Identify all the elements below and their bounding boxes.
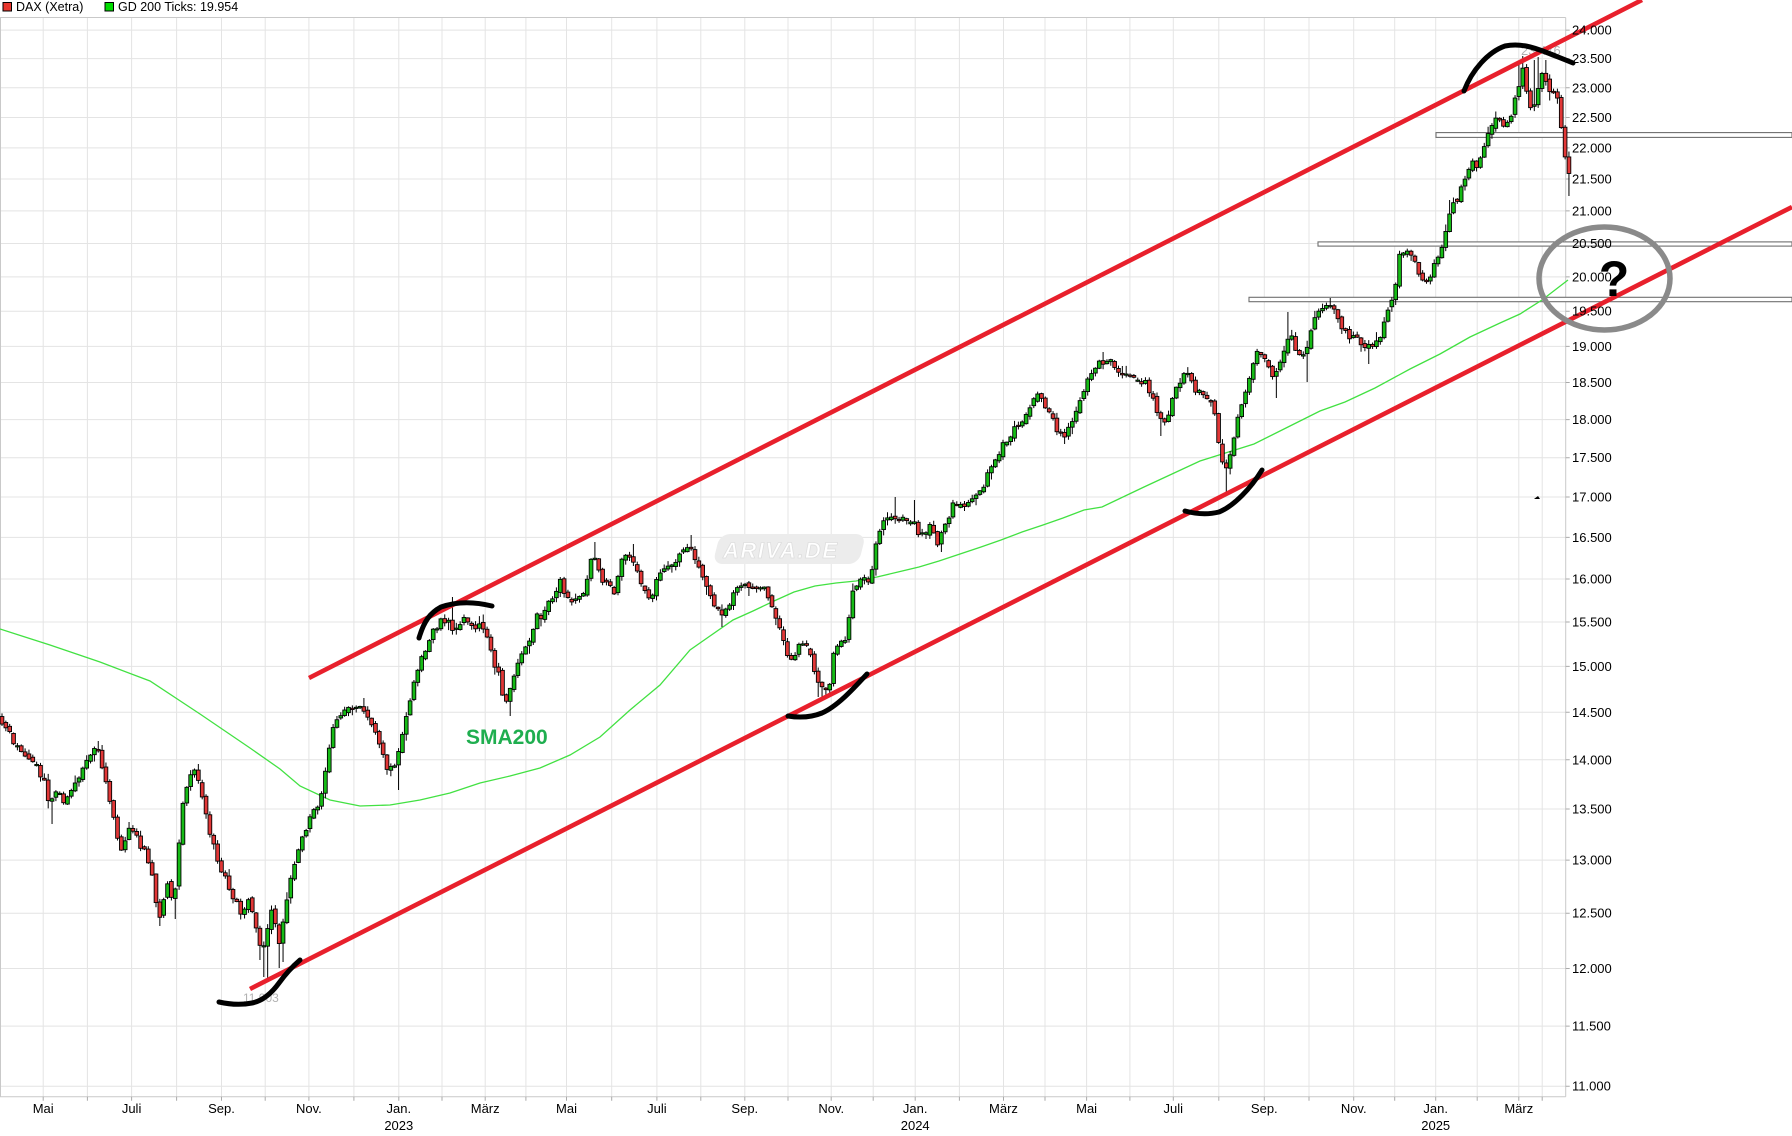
svg-text:23.000: 23.000 — [1572, 80, 1612, 95]
svg-text:GD 200 Ticks: 19.954: GD 200 Ticks: 19.954 — [118, 0, 238, 14]
svg-text:15.500: 15.500 — [1572, 615, 1612, 630]
svg-text:22.000: 22.000 — [1572, 140, 1612, 155]
svg-text:ARIVA.DE: ARIVA.DE — [722, 538, 839, 563]
svg-text:2025: 2025 — [1421, 1118, 1450, 1133]
svg-text:11.000: 11.000 — [1572, 1079, 1611, 1094]
svg-text:Mai: Mai — [556, 1101, 577, 1116]
svg-text:23.500: 23.500 — [1572, 51, 1612, 66]
svg-text:März: März — [989, 1101, 1018, 1116]
svg-text:11.500: 11.500 — [1572, 1019, 1611, 1034]
svg-text:21.500: 21.500 — [1572, 172, 1612, 187]
svg-text:Nov.: Nov. — [1341, 1101, 1367, 1116]
svg-text:17.000: 17.000 — [1572, 490, 1612, 505]
svg-text:?: ? — [1599, 251, 1630, 307]
svg-text:Jan.: Jan. — [903, 1101, 928, 1116]
svg-text:DAX (Xetra): DAX (Xetra) — [16, 0, 83, 14]
svg-text:16.000: 16.000 — [1572, 572, 1612, 587]
svg-text:19.000: 19.000 — [1572, 339, 1612, 354]
svg-text:18.000: 18.000 — [1572, 412, 1612, 427]
svg-text:17.500: 17.500 — [1572, 450, 1612, 465]
svg-text:Mai: Mai — [33, 1101, 54, 1116]
svg-text:13.000: 13.000 — [1572, 853, 1612, 868]
svg-text:Jan.: Jan. — [1423, 1101, 1448, 1116]
svg-text:März: März — [1504, 1101, 1533, 1116]
svg-text:Sep.: Sep. — [1251, 1101, 1278, 1116]
svg-text:2023: 2023 — [384, 1118, 413, 1133]
svg-text:14.500: 14.500 — [1572, 705, 1612, 720]
svg-text:20.500: 20.500 — [1572, 236, 1612, 251]
svg-text:24.000: 24.000 — [1572, 23, 1612, 38]
svg-text:Juli: Juli — [647, 1101, 667, 1116]
svg-text:Juli: Juli — [122, 1101, 142, 1116]
svg-text:März: März — [471, 1101, 500, 1116]
svg-text:Juli: Juli — [1164, 1101, 1184, 1116]
svg-text:Sep.: Sep. — [731, 1101, 758, 1116]
svg-text:12.500: 12.500 — [1572, 906, 1612, 921]
svg-text:Nov.: Nov. — [818, 1101, 844, 1116]
svg-text:18.500: 18.500 — [1572, 375, 1612, 390]
svg-text:2024: 2024 — [901, 1118, 930, 1133]
svg-text:Mai: Mai — [1076, 1101, 1097, 1116]
svg-text:20.000: 20.000 — [1572, 269, 1612, 284]
svg-text:Jan.: Jan. — [387, 1101, 412, 1116]
svg-text:21.000: 21.000 — [1572, 203, 1612, 218]
svg-text:Nov.: Nov. — [296, 1101, 322, 1116]
svg-text:15.000: 15.000 — [1572, 659, 1612, 674]
svg-text:Sep.: Sep. — [208, 1101, 235, 1116]
svg-text:12.000: 12.000 — [1572, 961, 1612, 976]
svg-text:13.500: 13.500 — [1572, 802, 1612, 817]
svg-text:14.000: 14.000 — [1572, 752, 1612, 767]
svg-text:19.500: 19.500 — [1572, 304, 1612, 319]
svg-text:22.500: 22.500 — [1572, 110, 1612, 125]
svg-text:SMA200: SMA200 — [466, 726, 548, 749]
svg-text:16.500: 16.500 — [1572, 530, 1612, 545]
